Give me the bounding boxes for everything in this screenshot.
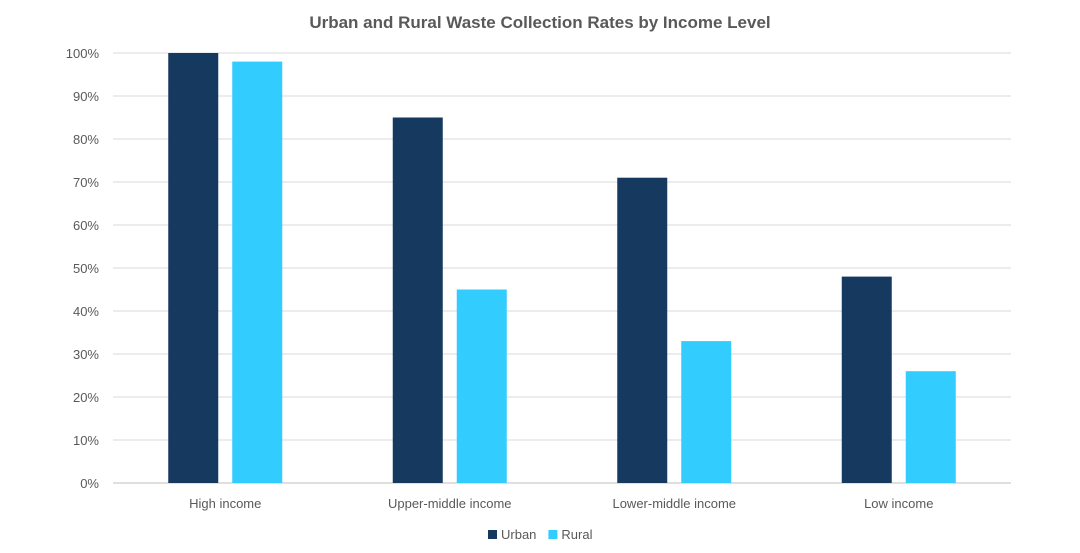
bar-rural — [905, 371, 956, 483]
legend-label: Urban — [501, 527, 536, 542]
y-tick-label: 50% — [73, 261, 99, 276]
y-tick-label: 30% — [73, 347, 99, 362]
y-tick-label: 0% — [80, 476, 99, 491]
y-tick-label: 100% — [66, 46, 100, 61]
y-tick-label: 20% — [73, 390, 99, 405]
x-tick-label: Low income — [864, 496, 933, 511]
y-tick-label: 70% — [73, 175, 99, 190]
y-tick-label: 60% — [73, 218, 99, 233]
bar-urban — [841, 276, 892, 483]
x-tick-label: High income — [189, 496, 261, 511]
x-tick-label: Lower-middle income — [612, 496, 736, 511]
bar-urban — [168, 53, 219, 483]
x-tick-label: Upper-middle income — [388, 496, 512, 511]
legend-swatch — [488, 530, 497, 539]
bar-rural — [456, 289, 507, 483]
y-tick-label: 90% — [73, 89, 99, 104]
legend-swatch — [548, 530, 558, 539]
y-tick-label: 80% — [73, 132, 99, 147]
y-tick-label: 10% — [73, 433, 99, 448]
bar-rural — [681, 341, 732, 483]
y-tick-label: 40% — [73, 304, 99, 319]
bar-rural — [232, 61, 283, 483]
chart-title: Urban and Rural Waste Collection Rates b… — [309, 13, 770, 32]
bar-urban — [392, 117, 443, 483]
bar-urban — [617, 177, 668, 483]
legend-label: Rural — [561, 527, 592, 542]
